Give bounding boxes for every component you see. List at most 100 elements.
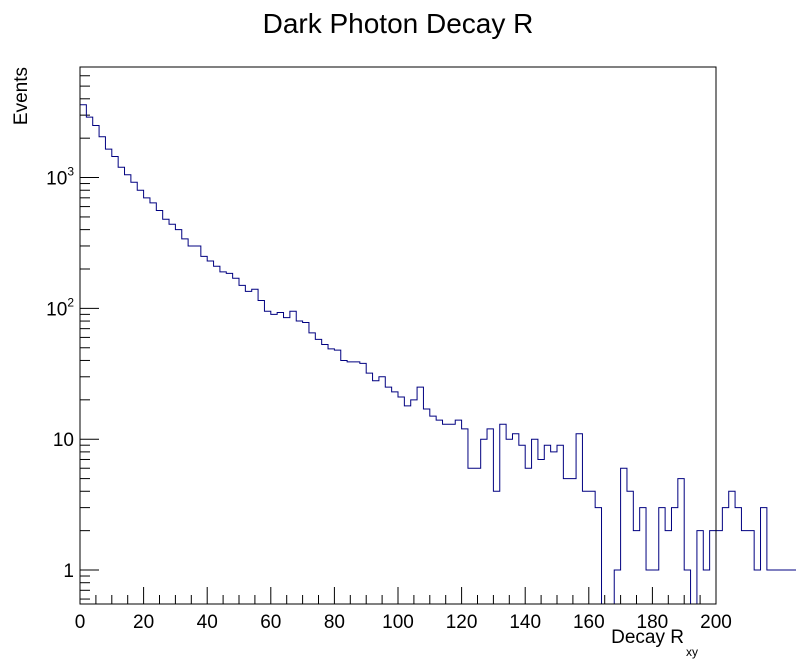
x-tick-label: 120: [446, 612, 478, 633]
x-tick-label: 160: [573, 612, 605, 633]
histogram-bin: [741, 531, 747, 604]
x-axis-label-main: Decay R: [611, 627, 684, 648]
histogram-bin: [780, 570, 786, 604]
histogram-bin: [233, 278, 239, 604]
histogram-bin: [684, 570, 690, 604]
histogram-bin: [379, 377, 385, 604]
histogram-bin: [182, 239, 188, 604]
y-tick-label: 1: [63, 561, 74, 582]
histogram-bin: [353, 362, 359, 604]
histogram-bin: [487, 429, 493, 604]
histogram-bin: [347, 362, 353, 604]
histogram-bin: [156, 211, 162, 604]
histogram-bin: [220, 272, 226, 604]
histogram-bin: [519, 445, 525, 604]
histogram-bin: [271, 314, 277, 604]
histogram-bin: [150, 203, 156, 604]
histogram-bin: [595, 508, 601, 604]
histogram-bin: [767, 570, 773, 604]
histogram-bin: [207, 261, 213, 604]
histogram-bin: [322, 344, 328, 604]
histogram-bin: [201, 256, 207, 604]
x-tick-label: 180: [637, 612, 669, 633]
histogram-bin: [761, 508, 767, 604]
x-tick-label: 40: [197, 612, 218, 633]
histogram-bin: [366, 373, 372, 604]
histogram-bin: [678, 479, 684, 604]
x-axis-label-subscript: xy: [686, 645, 698, 659]
histogram-bin: [786, 570, 792, 604]
histogram-bin: [582, 491, 588, 604]
histogram-bin: [468, 468, 474, 604]
histogram-bin: [563, 479, 569, 604]
histogram-bin: [284, 318, 290, 604]
histogram-bin: [80, 105, 86, 604]
histogram-bin: [290, 311, 296, 604]
histogram-bin: [443, 424, 449, 604]
histogram-bin: [214, 266, 220, 604]
histogram-bin: [621, 468, 627, 604]
histogram-bin: [392, 392, 398, 604]
x-tick-label: 140: [509, 612, 541, 633]
histogram-bin: [748, 531, 754, 604]
y-axis-label: Events: [11, 67, 32, 125]
histogram-bin: [551, 452, 557, 604]
histogram-bin: [500, 424, 506, 604]
x-tick-label: 100: [382, 612, 414, 633]
histogram-bin: [373, 381, 379, 604]
histogram-bin: [398, 397, 404, 604]
histogram-bin: [449, 424, 455, 604]
y-tick-label: 102: [46, 295, 74, 320]
plot-frame: [79, 66, 717, 605]
histogram-bin: [462, 429, 468, 604]
histogram-bin: [589, 491, 595, 604]
histogram-bin: [303, 323, 309, 604]
histogram-bin: [404, 406, 410, 604]
histogram-bin: [93, 125, 99, 604]
histogram-bin: [137, 190, 143, 604]
histogram-bin: [99, 137, 105, 604]
histogram-bin: [112, 156, 118, 604]
histogram-bin: [258, 300, 264, 604]
histogram-bin: [430, 416, 436, 604]
histogram-bin: [105, 149, 111, 604]
histogram-bin: [538, 459, 544, 604]
histogram-bin: [697, 531, 703, 604]
histogram-bin: [716, 531, 722, 604]
histogram-bin: [169, 224, 175, 604]
histogram-bin: [532, 439, 538, 604]
histogram-bin: [163, 219, 169, 604]
histogram-bin: [665, 531, 671, 604]
histogram-bin: [385, 387, 391, 604]
histogram-bin: [296, 321, 302, 604]
histogram-bin: [125, 175, 131, 604]
histogram-bin: [334, 350, 340, 604]
histogram-bin: [252, 289, 258, 604]
histogram-bin: [557, 445, 563, 604]
histogram-bin: [474, 468, 480, 604]
histogram-bin: [652, 570, 658, 604]
histogram-bin: [455, 420, 461, 604]
histogram-bin: [328, 349, 334, 604]
axis-ticks: [79, 66, 717, 604]
histogram-bin: [360, 363, 366, 604]
y-tick-labels: 1 10 102 103: [46, 165, 74, 582]
x-tick-label: 80: [324, 612, 345, 633]
histogram-bin: [315, 339, 321, 604]
histogram-bin: [118, 167, 124, 604]
histogram-bin: [341, 360, 347, 604]
histogram-bin: [226, 273, 232, 604]
histogram-bin: [773, 570, 779, 604]
histogram-bin: [570, 479, 576, 604]
histogram-bin: [735, 508, 741, 604]
x-tick-labels: 0 20 40 60 80 100 120 140 160 180 200: [75, 612, 732, 633]
histogram-bin: [277, 313, 283, 604]
histogram-bin: [239, 285, 245, 604]
histogram-bin: [506, 439, 512, 604]
histogram-bin: [175, 230, 181, 604]
x-tick-label: 60: [260, 612, 281, 633]
histogram-bin: [754, 570, 760, 604]
histogram-bin: [576, 434, 582, 604]
histogram-bin: [659, 508, 665, 604]
